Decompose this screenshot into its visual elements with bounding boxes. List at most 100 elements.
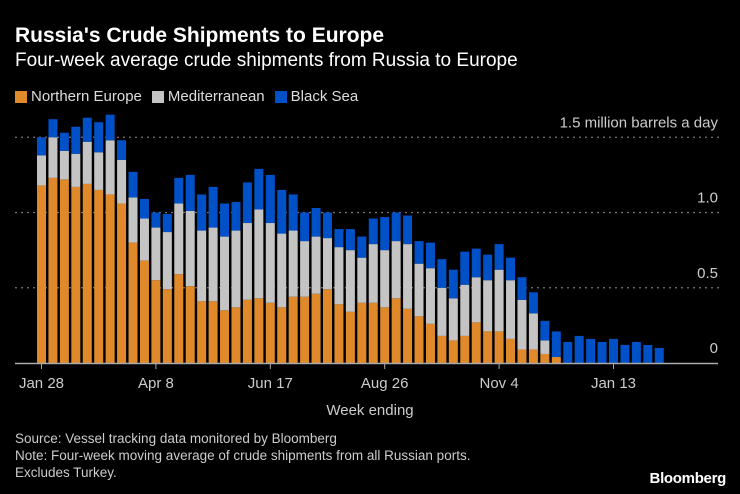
bar-segment — [277, 233, 287, 308]
bar-segment — [59, 132, 69, 151]
bar-segment — [460, 251, 470, 285]
bar-segment — [403, 308, 413, 363]
bar-segment — [483, 280, 493, 332]
bar-segment — [380, 307, 390, 363]
bar-segment — [357, 302, 367, 363]
bar-segment — [277, 189, 287, 234]
x-tick-label: Jan 13 — [591, 375, 636, 392]
bar-segment — [471, 322, 481, 363]
bar-segment — [174, 274, 184, 363]
bar-segment — [597, 341, 607, 363]
bar-segment — [357, 257, 367, 303]
y-tick-label: 0.5 — [697, 265, 718, 282]
bar-segment — [563, 341, 573, 363]
legend-swatch — [151, 90, 164, 103]
bar-segment — [59, 150, 69, 180]
bar-segment — [517, 349, 527, 363]
exclusion-note: Excludes Turkey. — [15, 465, 117, 480]
bar-segment — [162, 289, 172, 363]
bar-segment — [448, 269, 458, 299]
bar-segment — [494, 244, 504, 270]
bar-segment — [620, 344, 630, 363]
bar-segment — [414, 316, 424, 363]
bar-segment — [139, 260, 149, 363]
bar-segment — [300, 241, 310, 297]
chart-title: Russia's Crude Shipments to Europe — [15, 24, 385, 47]
bar-segment — [334, 229, 344, 248]
legend: Northern Europe Mediterranean Black Sea — [15, 88, 358, 105]
bar-segment — [185, 286, 195, 363]
y-tick-label: 1.5 million barrels a day — [560, 114, 719, 131]
bar-segment — [94, 152, 104, 190]
bar-segment — [483, 331, 493, 363]
x-tick-label: Jan 28 — [19, 375, 64, 392]
bar-segment — [208, 301, 218, 363]
bar-segment — [174, 203, 184, 275]
bar-segment — [345, 250, 355, 312]
bar-segment — [105, 114, 115, 141]
bar-segment — [139, 198, 149, 219]
bar-segment — [220, 236, 230, 311]
footnotes: Source: Vessel tracking data monitored b… — [15, 430, 470, 481]
bar-segment — [277, 307, 287, 363]
bar-segment — [197, 194, 207, 231]
bar-segment — [574, 335, 584, 363]
bar-segment — [128, 171, 138, 198]
bar-segment — [254, 298, 264, 363]
bar-segment — [208, 227, 218, 302]
bar-segment — [139, 218, 149, 261]
legend-label: Northern Europe — [31, 88, 142, 105]
bar-segment — [117, 140, 127, 160]
bar-segment — [48, 137, 58, 178]
legend-item-mediterranean: Mediterranean — [151, 88, 265, 105]
bar-segment — [437, 287, 447, 336]
bar-segment — [380, 217, 390, 251]
bar-segment — [414, 263, 424, 317]
bar-segment — [540, 353, 550, 363]
bar-segment — [37, 185, 46, 363]
bar-segment — [425, 268, 435, 324]
bar-segment — [151, 280, 161, 363]
bar-segment — [403, 244, 413, 309]
bar-segment — [391, 241, 401, 299]
bar-segment — [323, 212, 332, 239]
bar-segment — [311, 207, 321, 237]
bar-segment — [37, 137, 46, 156]
bar-segment — [300, 296, 310, 363]
bar-segment — [368, 218, 378, 245]
bar-segment — [288, 230, 298, 297]
x-tick-label: Apr 8 — [138, 375, 174, 392]
y-tick-label: 1.0 — [697, 190, 718, 207]
bar-segment — [654, 347, 664, 363]
bar-segment — [380, 250, 390, 308]
bar-segment — [94, 189, 104, 363]
bar-segment — [71, 126, 81, 154]
bar-segment — [185, 210, 195, 287]
bar-segment — [48, 119, 58, 138]
legend-swatch — [274, 90, 287, 103]
bar-segment — [128, 242, 138, 363]
bar-segment — [345, 229, 355, 251]
bloomberg-logo: Bloomberg — [649, 470, 727, 487]
bar-segment — [391, 298, 401, 363]
bar-segment — [82, 183, 92, 363]
bar-segment — [437, 259, 447, 288]
bar-segment — [551, 356, 561, 363]
x-tick-label: Jun 17 — [248, 375, 293, 392]
bar-segment — [197, 301, 207, 363]
bar-segment — [540, 320, 550, 341]
bar-segment — [471, 248, 481, 278]
bar-segment — [242, 223, 252, 300]
bar-segment — [528, 313, 538, 350]
legend-label: Black Sea — [290, 88, 359, 105]
bar-segment — [609, 338, 618, 363]
bar-segment — [403, 215, 413, 245]
bar-segment — [448, 340, 458, 363]
bar-segment — [231, 230, 241, 308]
bar-segment — [151, 212, 161, 228]
bar-segment — [528, 349, 538, 363]
bar-segment — [117, 203, 127, 363]
bar-segment — [425, 242, 435, 269]
bar-segment — [391, 212, 401, 242]
